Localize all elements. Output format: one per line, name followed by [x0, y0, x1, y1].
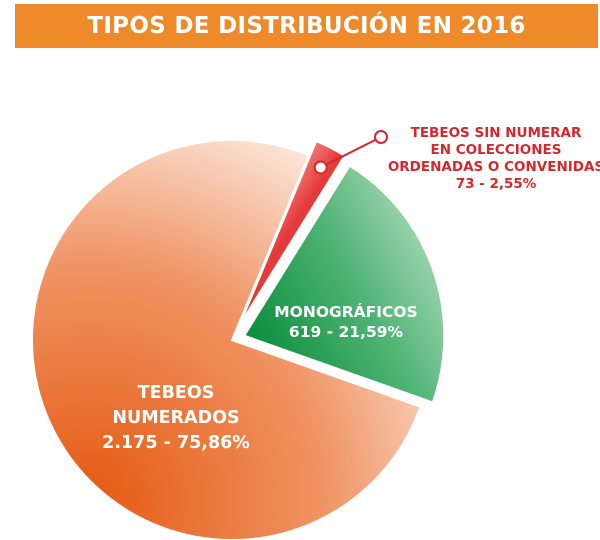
- label-numerados-line-2: NUMERADOS: [112, 408, 239, 428]
- label-monograficos-line-2: 619 - 21,59%: [289, 323, 404, 341]
- chart-title: TIPOS DE DISTRIBUCIÓN EN 2016: [87, 13, 526, 39]
- pie-slice-monograficos: [242, 164, 446, 404]
- callout-dot-label: [374, 130, 388, 144]
- label-sin-numerar-line-3: ORDENADAS O CONVENIDAS: [388, 159, 600, 175]
- label-sin-numerar-line-4: 73 - 2,55%: [456, 176, 537, 192]
- label-numerados-line-3: 2.175 - 75,86%: [102, 433, 250, 453]
- callout-dot-slice: [313, 160, 328, 175]
- label-monograficos-line-1: MONOGRÁFICOS: [274, 302, 417, 321]
- label-sin-numerar-line-2: EN COLECCIONES: [431, 142, 562, 158]
- callout-line: [320, 136, 382, 169]
- pie-slice-numerados: [31, 139, 422, 540]
- label-numerados-line-1: TEBEOS: [138, 383, 215, 403]
- label-sin-numerar-line-1: TEBEOS SIN NUMERAR: [411, 125, 582, 141]
- title-banner: TIPOS DE DISTRIBUCIÓN EN 2016: [15, 4, 598, 48]
